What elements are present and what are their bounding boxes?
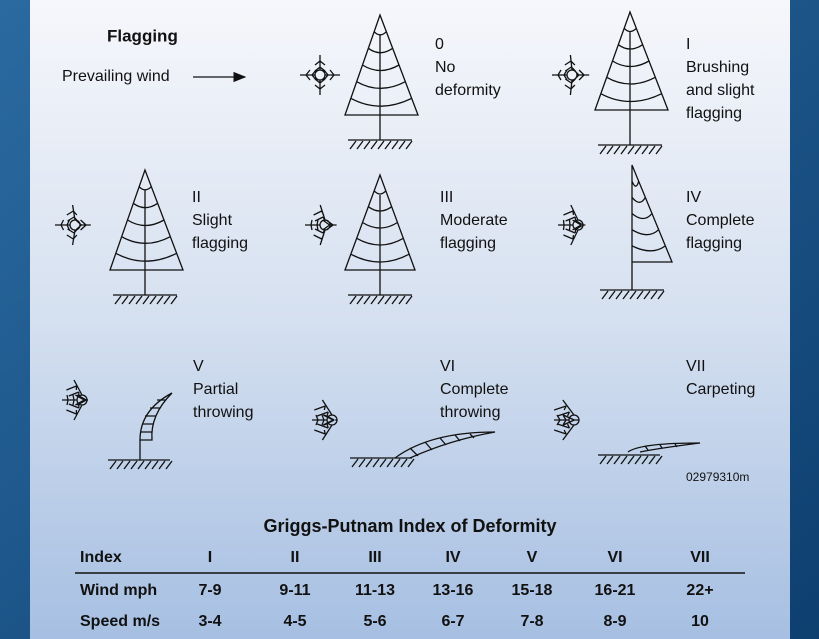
stage-numeral: VII — [686, 358, 706, 375]
tree — [594, 10, 669, 145]
stage-description: flagging — [192, 235, 248, 252]
stage-numeral: II — [192, 189, 201, 206]
table-cell: 7-8 — [520, 613, 543, 630]
wind-symbol — [558, 204, 586, 246]
table-cell: 10 — [691, 613, 709, 630]
table-header-cell: IV — [445, 549, 460, 566]
ground — [108, 459, 173, 470]
stage-description: throwing — [193, 404, 253, 421]
ground — [600, 289, 665, 300]
figure-code: 02979310m — [686, 470, 749, 484]
stage-description: No — [435, 59, 456, 76]
stage-numeral: V — [193, 358, 204, 375]
stage-numeral: IV — [686, 189, 701, 206]
stage-description: flagging — [686, 105, 742, 122]
ground — [350, 457, 415, 468]
stage-description: Complete — [440, 381, 509, 398]
wind-symbol — [62, 379, 88, 421]
table-header-cell: III — [368, 549, 381, 566]
stage-description: deformity — [435, 82, 501, 99]
stage-description: Partial — [193, 381, 238, 398]
table-cell: 11-13 — [355, 582, 395, 599]
hatching — [644, 443, 678, 451]
wind-symbol — [305, 204, 337, 246]
wind-symbol — [312, 399, 338, 441]
stage-description: Brushing — [686, 59, 749, 76]
table-cell: 22+ — [686, 582, 713, 599]
table-cell: 16-21 — [595, 582, 636, 599]
table-cell: 13-16 — [433, 582, 474, 599]
table-cell: Wind mph — [80, 582, 157, 599]
table-cell: Speed m/s — [80, 613, 160, 630]
stage-description: flagging — [686, 235, 742, 252]
stage-labels: 0 No deformity I Brushing and slight flagging I… — [192, 36, 755, 421]
stage-description: flagging — [440, 235, 496, 252]
table-cell: 5-6 — [363, 613, 386, 630]
hatching — [139, 399, 166, 460]
wind-symbol — [553, 399, 580, 441]
stage-description: Complete — [686, 212, 755, 229]
table-header-cell: II — [291, 549, 300, 566]
tree — [344, 13, 419, 140]
tree — [109, 168, 184, 295]
wind-label: Prevailing wind — [62, 68, 170, 85]
ground — [598, 144, 663, 155]
ground — [598, 454, 663, 465]
hatching — [409, 433, 475, 457]
table-header-cell: VI — [607, 549, 622, 566]
title: Flagging — [107, 26, 178, 45]
table-header-cell: I — [208, 549, 212, 566]
table-cell: 7-9 — [198, 582, 221, 599]
stage-numeral: III — [440, 189, 453, 206]
ground — [348, 139, 413, 150]
stage-description: and slight — [686, 82, 755, 99]
table-title: Griggs-Putnam Index of Deformity — [263, 516, 556, 536]
table-cell: 15-18 — [512, 582, 553, 599]
stage-description: Moderate — [440, 212, 508, 229]
stage-numeral: 0 — [435, 36, 444, 53]
wind-symbol — [552, 54, 590, 96]
tree — [631, 164, 673, 290]
table-header-cell: Index — [80, 549, 122, 566]
wind-symbol — [55, 204, 91, 246]
table-cell: 3-4 — [198, 613, 221, 630]
deformed-tree — [627, 442, 701, 453]
table-cell: 4-5 — [283, 613, 306, 630]
stage-description: Carpeting — [686, 381, 755, 398]
wind-symbol — [300, 55, 340, 95]
ground — [348, 294, 413, 305]
table-cell: 8-9 — [603, 613, 626, 630]
table-cell: 6-7 — [441, 613, 464, 630]
panel — [30, 0, 790, 639]
tree — [344, 173, 416, 295]
table-header-cell: VII — [690, 549, 710, 566]
stage-numeral: I — [686, 36, 690, 53]
table-header-cell: V — [527, 549, 538, 566]
illustrations — [55, 10, 701, 470]
table-cell: 9-11 — [279, 582, 310, 599]
stage-description: Slight — [192, 212, 233, 229]
ground — [113, 294, 178, 305]
deformed-tree — [139, 392, 173, 441]
deformed-tree — [394, 431, 496, 459]
stage-numeral: VI — [440, 358, 455, 375]
stage-description: throwing — [440, 404, 500, 421]
